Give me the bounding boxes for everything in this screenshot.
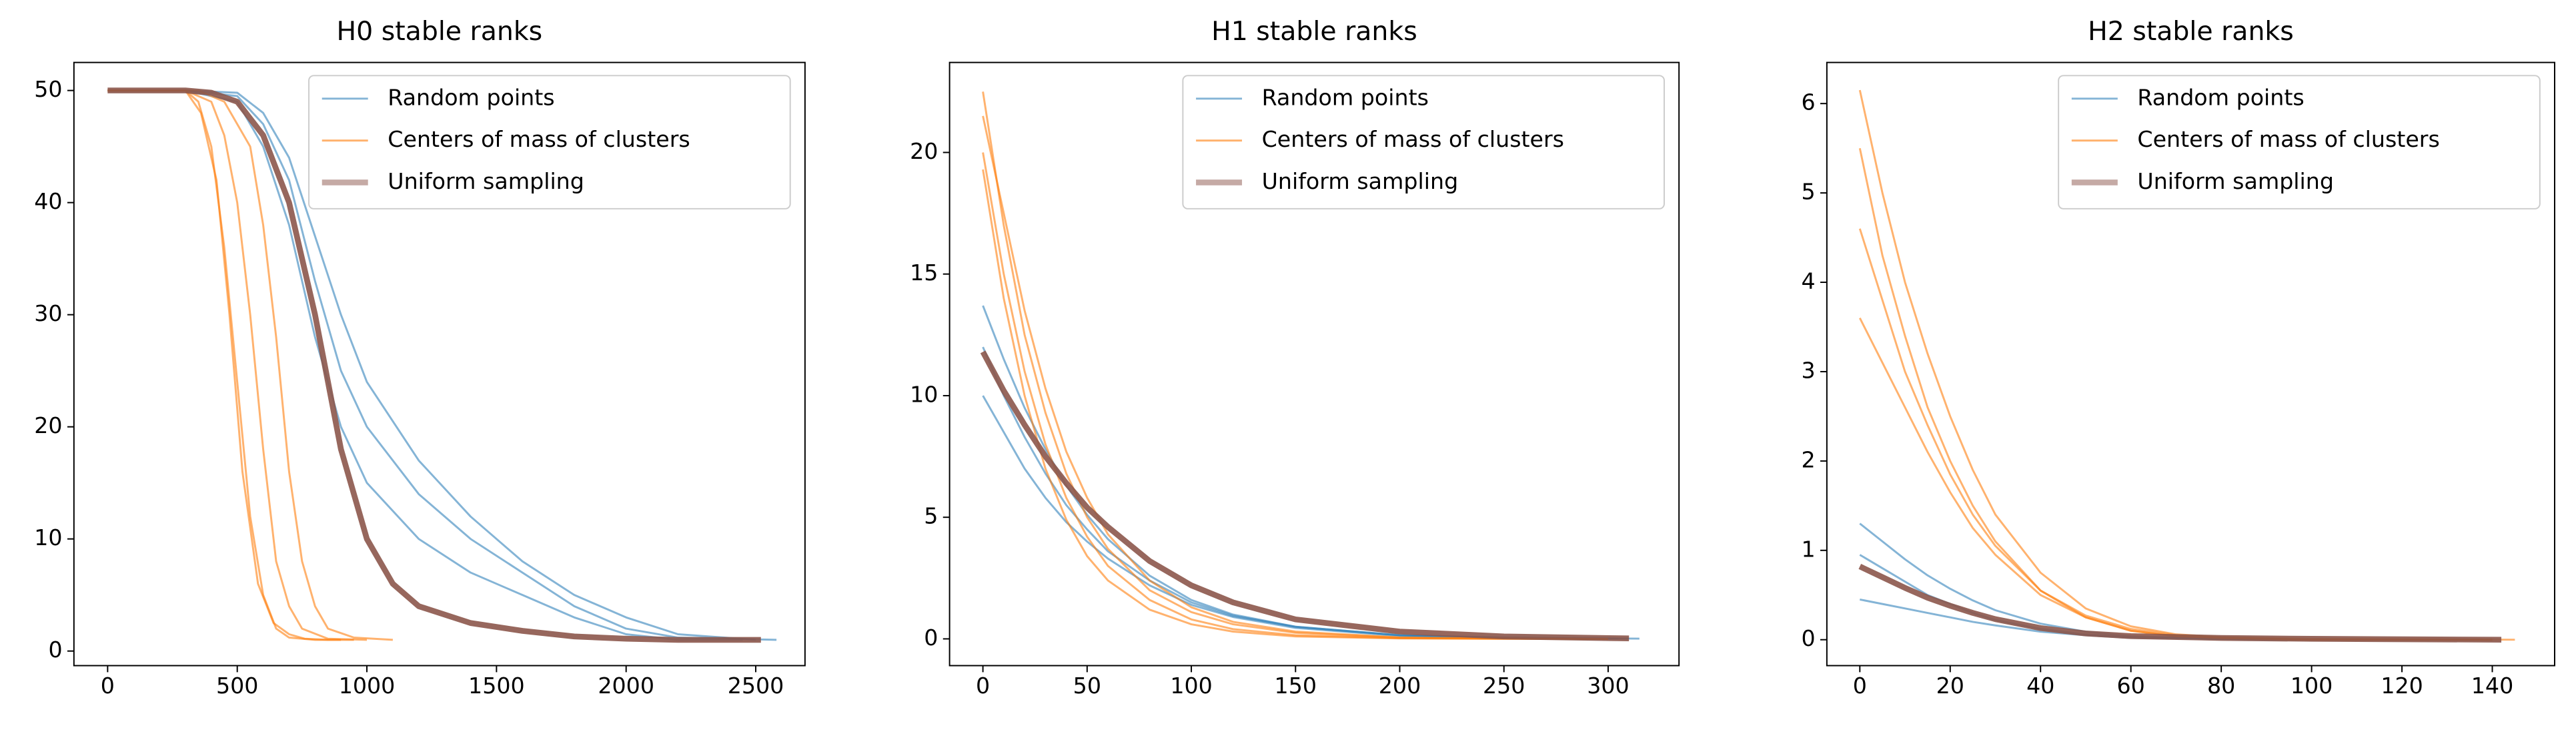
series-line <box>1858 147 2493 641</box>
y-tick-label: 15 <box>910 260 938 286</box>
legend-label: Random points <box>1262 84 1429 110</box>
y-tick-label: 0 <box>1801 625 1815 651</box>
legend-label: Random points <box>388 84 554 110</box>
y-tick-label: 0 <box>924 625 938 651</box>
series-line <box>107 89 393 641</box>
x-tick-label: 0 <box>976 673 990 699</box>
x-tick-label: 100 <box>1170 673 1212 699</box>
legend-label: Random points <box>2137 84 2304 110</box>
series-line <box>1858 228 2493 641</box>
series-line <box>1859 554 2483 641</box>
x-tick-label: 20 <box>1936 673 1964 699</box>
axes-frame <box>73 61 806 667</box>
series-line <box>982 115 1608 640</box>
x-tick-label: 1500 <box>468 673 525 699</box>
series-line <box>982 305 1640 640</box>
x-tick-label: 250 <box>1483 673 1525 699</box>
x-tick-label: 60 <box>2117 673 2145 699</box>
subplot: H2 stable ranks 0 20 40 60 80 100 120 140 0 1 2 3 4 5 6… <box>1801 16 2555 699</box>
series-line <box>107 89 354 641</box>
chart-title: H1 stable ranks <box>1211 16 1417 47</box>
y-tick-label: 0 <box>48 637 62 663</box>
x-tick-label: 0 <box>101 673 115 699</box>
y-tick-label: 5 <box>924 503 938 529</box>
legend-box <box>308 75 791 210</box>
series-line <box>980 350 1630 642</box>
series-line <box>982 346 1619 640</box>
series-line <box>107 89 368 641</box>
x-tick-label: 150 <box>1275 673 1317 699</box>
legend-label: Centers of mass of clusters <box>388 126 690 152</box>
series-line <box>982 169 1608 640</box>
y-tick-label: 1 <box>1801 536 1815 562</box>
series-line <box>1858 563 2502 643</box>
y-tick-label: 50 <box>34 76 62 102</box>
subplot: H0 stable ranks 0 500 1000 1500 2000 2500 0 10 20… <box>34 16 806 699</box>
series-line <box>107 89 342 641</box>
y-tick-label: 2 <box>1801 446 1815 472</box>
x-tick-label: 100 <box>2291 673 2333 699</box>
series-line <box>982 152 1608 640</box>
y-tick-label: 10 <box>34 524 62 550</box>
series-line <box>107 89 756 641</box>
legend-box <box>1182 75 1666 210</box>
y-tick-label: 20 <box>34 412 62 438</box>
y-tick-label: 6 <box>1801 89 1815 115</box>
y-tick-label: 10 <box>910 381 938 407</box>
y-tick-label: 5 <box>1801 179 1815 205</box>
x-tick-label: 0 <box>1853 673 1867 699</box>
chart-title: H0 stable ranks <box>337 16 543 47</box>
x-tick-label: 140 <box>2471 673 2513 699</box>
legend-box <box>2058 75 2541 210</box>
x-tick-label: 500 <box>216 673 258 699</box>
x-tick-label: 2500 <box>728 673 784 699</box>
legend-label: Uniform sampling <box>2137 168 2334 194</box>
axes-frame <box>1826 61 2555 667</box>
x-tick-label: 120 <box>2381 673 2423 699</box>
x-tick-label: 1000 <box>339 673 396 699</box>
y-tick-label: 40 <box>34 188 62 214</box>
plot-lines <box>980 91 1640 642</box>
series-line <box>1859 522 2493 641</box>
series-line <box>107 87 761 643</box>
y-tick-label: 4 <box>1801 268 1815 294</box>
legend-label: Centers of mass of clusters <box>2137 126 2439 152</box>
x-tick-label: 200 <box>1379 673 1421 699</box>
y-tick-label: 20 <box>910 138 938 164</box>
legend-label: Uniform sampling <box>388 168 584 194</box>
x-tick-label: 80 <box>2207 673 2235 699</box>
subplot: H1 stable ranks 0 50 100 150 200 250 300 0 5 10 15 2… <box>910 16 1680 699</box>
y-tick-label: 30 <box>34 300 62 326</box>
x-tick-label: 50 <box>1073 673 1101 699</box>
y-tick-label: 3 <box>1801 357 1815 383</box>
x-tick-label: 2000 <box>598 673 654 699</box>
series-line <box>107 89 777 641</box>
x-tick-label: 40 <box>2026 673 2054 699</box>
x-tick-label: 300 <box>1587 673 1629 699</box>
chart-title: H2 stable ranks <box>2088 16 2294 47</box>
legend-label: Uniform sampling <box>1262 168 1459 194</box>
series-line <box>982 395 1630 640</box>
axes-frame <box>948 61 1680 667</box>
plot-lines <box>1858 89 2515 643</box>
plot-lines <box>107 87 777 643</box>
legend-label: Centers of mass of clusters <box>1262 126 1564 152</box>
